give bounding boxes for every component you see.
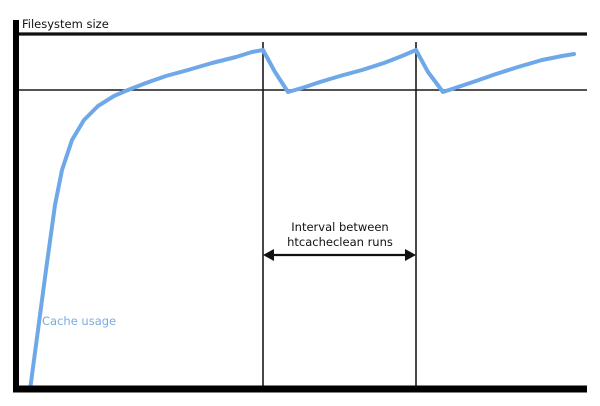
interval-arrow-head-left (263, 249, 274, 261)
interval-arrow-head-right (405, 249, 416, 261)
interval-label-line-1: Interval between (291, 220, 388, 234)
cache-usage-label: Cache usage (42, 314, 116, 328)
cache-usage-curve (28, 48, 576, 392)
filesystem-size-label: Filesystem size (22, 17, 109, 31)
interval-label-line-2: htcacheclean runs (287, 235, 393, 249)
htcacheclean-interval-arrow (263, 249, 416, 261)
